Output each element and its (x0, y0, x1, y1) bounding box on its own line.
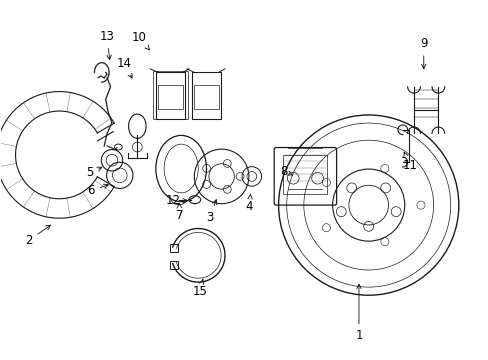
Text: 15: 15 (192, 279, 207, 298)
Text: 3: 3 (205, 200, 216, 224)
Bar (194, 85, 218, 109)
Bar (153, 71, 187, 119)
Text: 4: 4 (245, 194, 253, 213)
Text: 10: 10 (131, 31, 149, 50)
Bar (169, 261, 177, 269)
Bar (169, 244, 177, 252)
Text: 8: 8 (279, 165, 292, 177)
Text: 14: 14 (117, 57, 132, 78)
Bar (158, 85, 182, 109)
Text: 13: 13 (100, 30, 114, 60)
Text: 6: 6 (87, 184, 108, 197)
Bar (283, 155, 326, 194)
Text: 7: 7 (176, 203, 183, 222)
Text: 1: 1 (354, 284, 362, 342)
Bar (191, 72, 221, 119)
Text: 2: 2 (25, 225, 50, 247)
Text: 9: 9 (419, 37, 427, 69)
Text: 11: 11 (402, 152, 417, 172)
Text: 5: 5 (86, 166, 102, 179)
Bar (156, 72, 184, 119)
Text: 12: 12 (165, 194, 187, 207)
